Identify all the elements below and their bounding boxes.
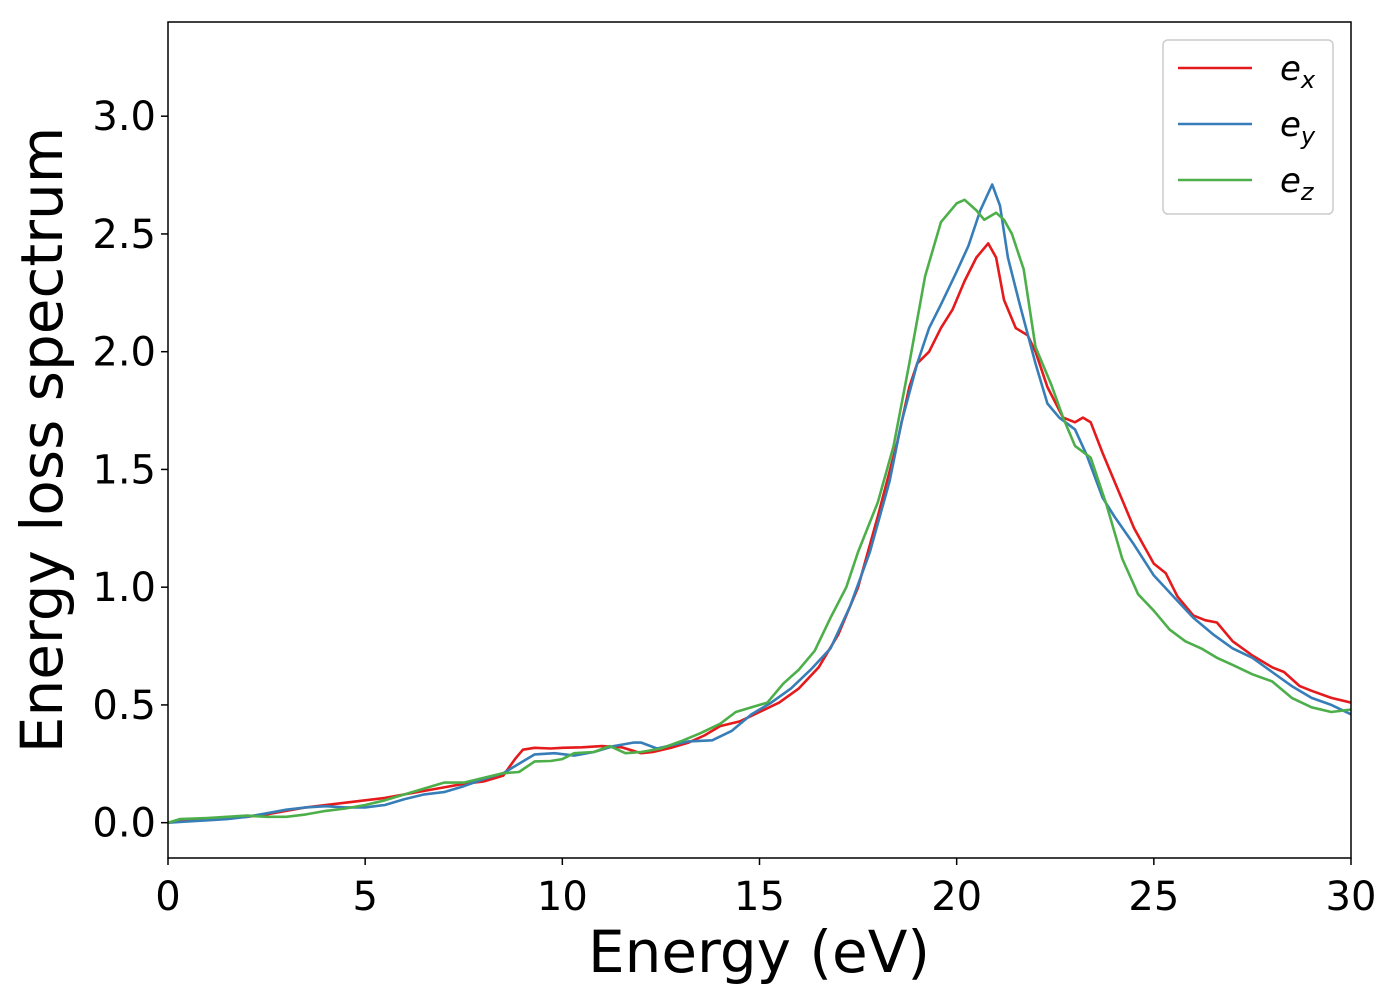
x-tick-label: 15 — [734, 874, 785, 920]
plot-frame — [167, 21, 1352, 859]
y-tick-label: 1.5 — [92, 447, 156, 493]
x-tick-label: 10 — [537, 874, 588, 920]
x-axis-ticks: 0 5 10 15 20 25 30 — [155, 858, 1376, 920]
x-tick-label: 0 — [155, 874, 180, 920]
y-tick-label: 2.0 — [92, 330, 156, 376]
y-tick-label: 0.5 — [92, 683, 156, 729]
x-tick-label: 30 — [1326, 874, 1377, 920]
series-line-ex — [168, 242, 1351, 824]
y-axis-label: Energy loss spectrum — [8, 127, 76, 753]
series-lines — [168, 183, 1351, 824]
x-tick-label: 20 — [931, 874, 982, 920]
x-tick-label: 25 — [1128, 874, 1179, 920]
x-axis-label: Energy (eV) — [588, 918, 930, 986]
legend-box — [1162, 39, 1334, 215]
y-tick-label: 3.0 — [92, 94, 156, 140]
y-tick-label: 2.5 — [92, 212, 156, 258]
series-line-ey — [168, 183, 1351, 824]
y-axis-ticks: 0.0 0.5 1.0 1.5 2.0 2.5 3.0 — [92, 94, 168, 847]
y-tick-label: 0.0 — [92, 801, 156, 847]
x-tick-label: 5 — [352, 874, 377, 920]
series-line-ez — [168, 198, 1351, 824]
y-tick-label: 1.0 — [92, 565, 156, 611]
